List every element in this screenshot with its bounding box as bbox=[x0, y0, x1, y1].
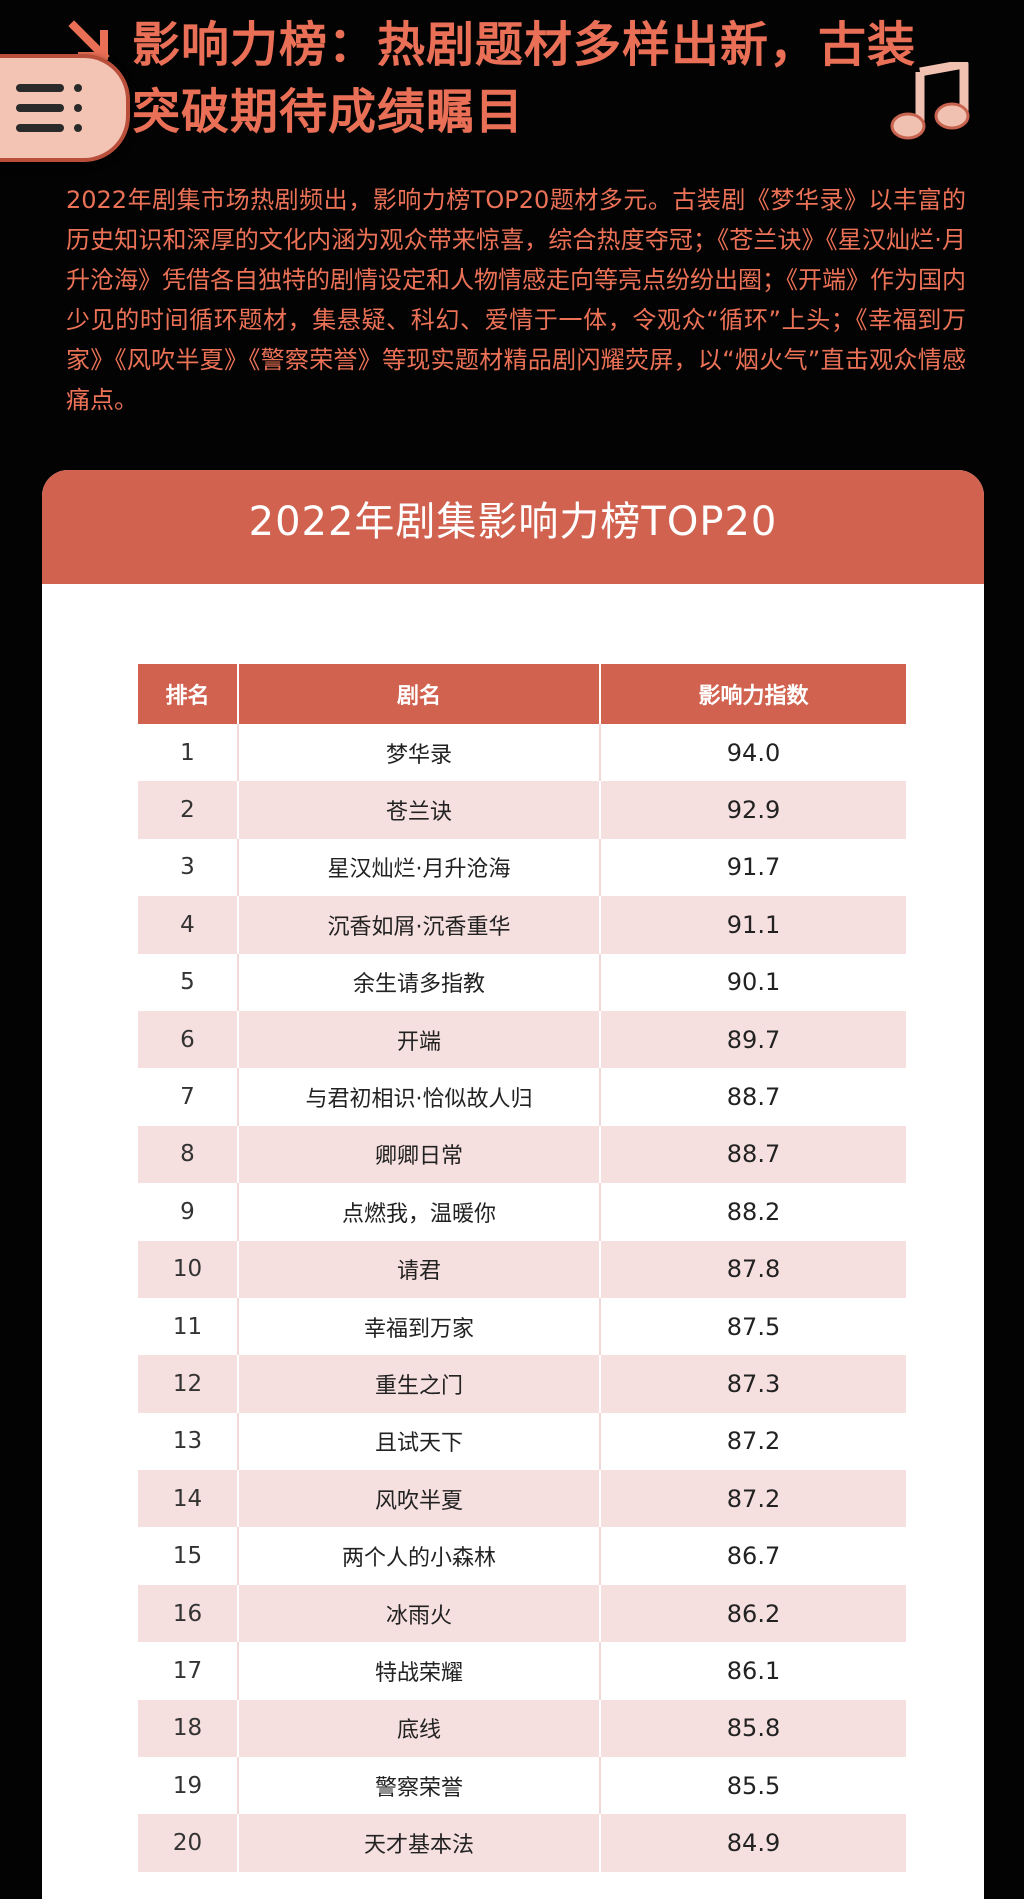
rank-cell: 16 bbox=[138, 1584, 239, 1643]
score-cell: 88.7 bbox=[726, 1083, 781, 1112]
drama-title-cell: 开端 bbox=[238, 1010, 601, 1069]
score-cell: 91.7 bbox=[726, 853, 781, 882]
table-row: 6 开端 89.7 bbox=[138, 1010, 906, 1069]
score-cell: 94.0 bbox=[726, 738, 781, 767]
table-body: 1 梦华录 94.0 2 苍兰诀 92.9 3 星汉灿烂·月升沧海 91.7 4… bbox=[138, 724, 906, 1872]
score-cell: 91.1 bbox=[600, 896, 906, 954]
rank-cell: 10 bbox=[138, 1240, 239, 1298]
drama-title-cell: 卿卿日常 bbox=[238, 1125, 601, 1184]
table-row: 20 天才基本法 84.9 bbox=[138, 1814, 906, 1872]
score-cell: 86.1 bbox=[726, 1656, 781, 1685]
table-row: 5 余生请多指教 90.1 bbox=[138, 953, 906, 1011]
rank-cell: 14 bbox=[138, 1470, 239, 1528]
drama-title-cell: 特战荣耀 bbox=[238, 1642, 601, 1700]
score-cell: 92.9 bbox=[600, 781, 906, 839]
table-row: 1 梦华录 94.0 bbox=[138, 724, 906, 782]
rank-cell: 2 bbox=[138, 781, 239, 839]
rank-cell: 1 bbox=[138, 724, 239, 782]
score-cell: 87.5 bbox=[726, 1312, 781, 1341]
drama-title-cell: 请君 bbox=[238, 1240, 601, 1298]
menu-button[interactable] bbox=[0, 54, 130, 162]
score-cell: 87.3 bbox=[600, 1355, 906, 1413]
rank-cell: 12 bbox=[138, 1355, 239, 1413]
drama-title-cell: 天才基本法 bbox=[238, 1814, 601, 1872]
score-cell: 85.5 bbox=[726, 1771, 781, 1800]
rank-cell: 4 bbox=[138, 896, 239, 954]
drama-title-cell: 警察荣誉 bbox=[238, 1757, 601, 1815]
table-row: 11 幸福到万家 87.5 bbox=[138, 1297, 906, 1356]
ranking-card: 2022年剧集影响力榜TOP20 排名 剧名 影响力指数 1 梦华录 94.0 bbox=[42, 470, 984, 1899]
score-cell: 90.1 bbox=[726, 968, 781, 997]
table-row: 4 沉香如屑·沉香重华 91.1 bbox=[138, 896, 906, 954]
rank-cell: 9 bbox=[138, 1183, 239, 1241]
hamburger-menu-icon bbox=[16, 84, 82, 132]
drama-title-cell: 苍兰诀 bbox=[238, 781, 601, 839]
drama-title-cell: 两个人的小森林 bbox=[238, 1527, 601, 1585]
drama-title-cell: 风吹半夏 bbox=[238, 1470, 601, 1528]
column-header-rank: 排名 bbox=[138, 664, 239, 724]
rank-cell: 5 bbox=[138, 953, 239, 1011]
rank-cell: 8 bbox=[138, 1125, 239, 1184]
drama-title-cell: 底线 bbox=[238, 1699, 601, 1758]
table-row: 10 请君 87.8 bbox=[138, 1240, 906, 1298]
table-row: 12 重生之门 87.3 bbox=[138, 1355, 906, 1413]
table-row: 8 卿卿日常 88.7 bbox=[138, 1125, 906, 1184]
rank-cell: 6 bbox=[138, 1010, 239, 1069]
table-row: 13 且试天下 87.2 bbox=[138, 1412, 906, 1471]
drama-title-cell: 重生之门 bbox=[238, 1355, 601, 1413]
drama-title-cell: 梦华录 bbox=[238, 724, 601, 782]
rank-cell: 13 bbox=[138, 1412, 239, 1471]
table-row: 15 两个人的小森林 86.7 bbox=[138, 1527, 906, 1585]
table-row: 18 底线 85.8 bbox=[138, 1699, 906, 1758]
drama-title-cell: 幸福到万家 bbox=[238, 1297, 601, 1356]
score-cell: 87.8 bbox=[600, 1240, 906, 1298]
table-row: 3 星汉灿烂·月升沧海 91.7 bbox=[138, 838, 906, 897]
rank-cell: 3 bbox=[138, 838, 239, 897]
rank-cell: 19 bbox=[138, 1757, 239, 1815]
drama-title-cell: 与君初相识·恰似故人归 bbox=[238, 1068, 601, 1126]
score-cell: 88.7 bbox=[600, 1125, 906, 1184]
page-title: 影响力榜：热剧题材多样出新，古装突破期待成绩瞩目 bbox=[132, 17, 917, 140]
card-header: 2022年剧集影响力榜TOP20 bbox=[42, 470, 984, 584]
drama-title-cell: 沉香如屑·沉香重华 bbox=[238, 896, 601, 954]
score-cell: 87.2 bbox=[600, 1470, 906, 1528]
table-header-row: 排名 剧名 影响力指数 bbox=[138, 664, 906, 724]
table-row: 17 特战荣耀 86.1 bbox=[138, 1642, 906, 1700]
rank-cell: 17 bbox=[138, 1642, 239, 1700]
table-row: 14 风吹半夏 87.2 bbox=[138, 1470, 906, 1528]
table-row: 2 苍兰诀 92.9 bbox=[138, 781, 906, 839]
score-cell: 87.2 bbox=[726, 1427, 781, 1456]
table-row: 16 冰雨火 86.2 bbox=[138, 1584, 906, 1643]
intro-paragraph: 2022年剧集市场热剧频出，影响力榜TOP20题材多元。古装剧《梦华录》以丰富的… bbox=[66, 186, 966, 414]
score-cell: 86.2 bbox=[600, 1584, 906, 1643]
score-cell: 84.9 bbox=[600, 1814, 906, 1872]
table-row: 7 与君初相识·恰似故人归 88.7 bbox=[138, 1068, 906, 1126]
score-cell: 89.7 bbox=[600, 1010, 906, 1069]
table-row: 19 警察荣誉 85.5 bbox=[138, 1757, 906, 1815]
score-cell: 85.8 bbox=[600, 1699, 906, 1758]
table-row: 9 点燃我，温暖你 88.2 bbox=[138, 1183, 906, 1241]
score-cell: 86.7 bbox=[726, 1542, 781, 1571]
rank-cell: 20 bbox=[138, 1814, 239, 1872]
rank-cell: 15 bbox=[138, 1527, 239, 1585]
ranking-table: 排名 剧名 影响力指数 1 梦华录 94.0 2 苍兰诀 92.9 3 bbox=[138, 664, 906, 1872]
rank-cell: 7 bbox=[138, 1068, 239, 1126]
drama-title-cell: 余生请多指教 bbox=[238, 953, 601, 1011]
drama-title-cell: 冰雨火 bbox=[238, 1584, 601, 1643]
card-title: 2022年剧集影响力榜TOP20 bbox=[248, 499, 778, 545]
music-note-icon bbox=[890, 62, 970, 140]
column-header-score: 影响力指数 bbox=[600, 664, 906, 724]
drama-title-cell: 点燃我，温暖你 bbox=[238, 1183, 601, 1241]
drama-title-cell: 且试天下 bbox=[238, 1412, 601, 1471]
rank-cell: 11 bbox=[138, 1297, 239, 1356]
score-cell: 88.2 bbox=[726, 1197, 781, 1226]
rank-cell: 18 bbox=[138, 1699, 239, 1758]
drama-title-cell: 星汉灿烂·月升沧海 bbox=[238, 838, 601, 897]
column-header-title: 剧名 bbox=[238, 664, 601, 724]
